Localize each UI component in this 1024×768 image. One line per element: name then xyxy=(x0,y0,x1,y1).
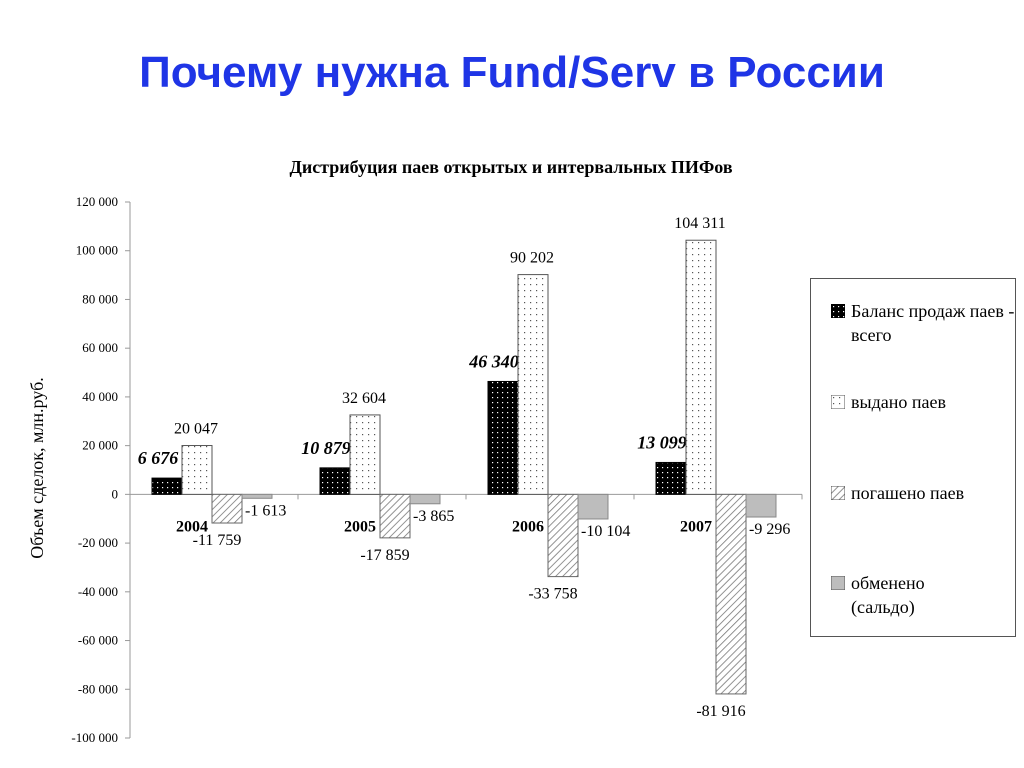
y-axis-label: Объем сделок, млн.руб. xyxy=(27,377,47,558)
bar-exchanged xyxy=(409,493,441,505)
bar-balance xyxy=(487,380,519,495)
data-label-balance: 6 676 xyxy=(138,448,179,468)
chart-legend: Баланс продаж паев - всего выдано паев п… xyxy=(810,278,1016,637)
x-category-label: 2007 xyxy=(680,518,712,535)
bar-balance xyxy=(151,477,183,495)
plot-area: 120 000 100 000 80 000 60 000 40 000 20 000 0 -… xyxy=(71,194,803,745)
y-tick-label: 20 000 xyxy=(82,438,118,453)
y-tick-label: -80 000 xyxy=(78,681,118,696)
bar-issued xyxy=(685,239,717,495)
x-category-label: 2004 xyxy=(176,518,208,535)
data-label-issued: 32 604 xyxy=(342,390,386,407)
data-label-exchanged: -3 865 xyxy=(413,508,454,525)
bar-exchanged xyxy=(745,493,777,518)
bar-redeemed xyxy=(715,493,747,695)
x-category-label: 2005 xyxy=(344,518,376,535)
bar-exchanged xyxy=(577,493,609,520)
legend-label: обменено (сальдо) xyxy=(851,573,925,617)
y-tick-label: 100 000 xyxy=(76,243,118,258)
y-tick-label: 0 xyxy=(112,486,119,501)
legend-swatch-gray xyxy=(831,576,845,590)
data-label-redeemed: -81 916 xyxy=(696,703,745,720)
legend-swatch-black-dots xyxy=(831,304,845,318)
legend-label: погашено паев xyxy=(851,483,965,503)
chart-title: Дистрибуция паев открытых и интервальных… xyxy=(289,157,732,177)
bar-issued xyxy=(181,445,213,495)
bar-exchanged xyxy=(241,493,273,499)
bar-issued xyxy=(349,414,381,495)
legend-item-redeemed: погашено паев xyxy=(831,481,964,505)
bar-issued xyxy=(517,274,549,495)
y-tick-label: -100 000 xyxy=(71,730,118,745)
y-tick-label: 60 000 xyxy=(82,340,118,355)
legend-item-issued: выдано паев xyxy=(831,390,946,414)
legend-label: выдано паев xyxy=(851,392,946,412)
data-label-redeemed: -33 758 xyxy=(528,586,577,603)
data-label-exchanged: -1 613 xyxy=(245,502,286,519)
bar-redeemed xyxy=(379,493,411,539)
data-label-exchanged: -9 296 xyxy=(749,521,790,538)
y-tick-label: 40 000 xyxy=(82,389,118,404)
y-tick-label: 80 000 xyxy=(82,291,118,306)
data-label-exchanged: -10 104 xyxy=(581,523,630,540)
y-tick-label: -20 000 xyxy=(78,535,118,550)
data-label-issued: 20 047 xyxy=(174,421,218,438)
y-tick-label: 120 000 xyxy=(76,194,118,209)
bar-balance xyxy=(319,467,351,495)
bar-balance xyxy=(655,461,687,495)
data-label-balance: 13 099 xyxy=(637,432,687,452)
data-label-balance: 46 340 xyxy=(468,351,519,371)
data-label-redeemed: -17 859 xyxy=(360,547,409,564)
bar-redeemed xyxy=(547,493,579,578)
data-label-issued: 104 311 xyxy=(674,215,725,232)
bar-redeemed xyxy=(211,493,243,524)
slide-title: Почему нужна Fund/Serv в России xyxy=(139,48,885,97)
y-tick-label: -60 000 xyxy=(78,633,118,648)
y-tick-label: -40 000 xyxy=(78,584,118,599)
data-label-redeemed: -11 759 xyxy=(193,532,242,549)
data-label-issued: 90 202 xyxy=(510,250,554,267)
x-category-label: 2006 xyxy=(512,518,544,535)
legend-swatch-white-dots xyxy=(831,395,845,409)
data-label-balance: 10 879 xyxy=(301,438,351,458)
legend-item-exchanged: обменено (сальдо) xyxy=(831,571,991,619)
legend-label: Баланс продаж паев - всего xyxy=(851,301,1015,345)
legend-swatch-hatch xyxy=(831,486,845,500)
legend-item-balance: Баланс продаж паев - всего xyxy=(831,299,1021,347)
